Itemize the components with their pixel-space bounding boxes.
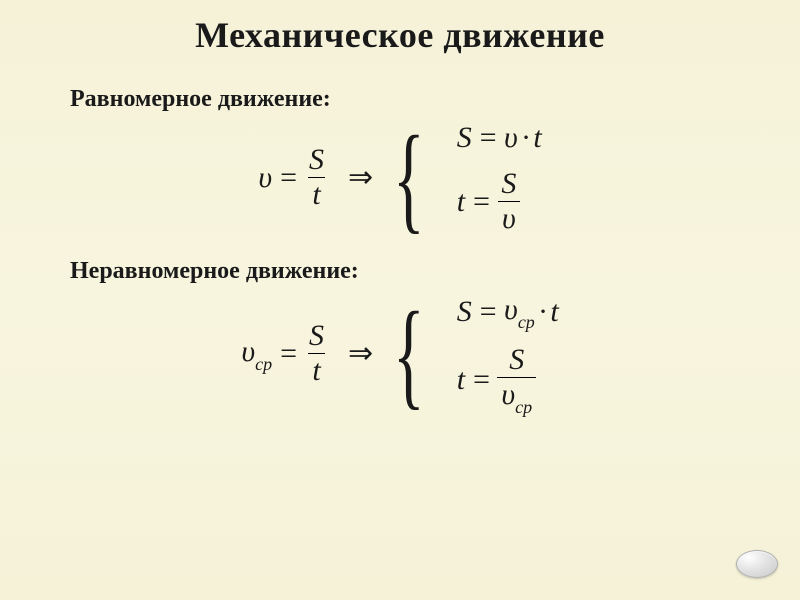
equals: = [471,363,491,397]
section1-formula: υ = S t ⇒ { S = υ · t t = S υ [0,121,800,234]
var: t [457,363,465,397]
var: t [550,295,558,329]
implies-arrow: ⇒ [348,160,373,195]
case-1: S = υср · t [457,293,559,331]
equals: = [471,185,491,219]
cases-group-2: { S = υср · t t = S υср [393,293,558,414]
var: t [457,185,465,219]
var: υ [504,293,518,326]
denominator: υ [498,201,520,234]
subscript: ср [515,397,532,417]
cases-group: { S = υ · t t = S υ [393,121,541,234]
dot: · [539,295,547,329]
var: υ [504,121,518,155]
cases-list-2: S = υср · t t = S υср [457,293,559,414]
left-brace: { [393,303,425,405]
section1-main-eq: υ = S t [258,145,328,210]
equals: = [478,121,498,155]
left-brace: { [393,127,425,229]
fraction: S υср [497,345,536,414]
page-title: Механическое движение [0,0,800,56]
case-1: S = υ · t [457,121,542,155]
section2-formula: υср = S t ⇒ { S = υср · t t = S [0,293,800,414]
var: υ [501,378,515,411]
next-slide-button[interactable] [736,550,778,578]
section2-heading: Неравномерное движение: [70,258,800,285]
numerator: S [505,345,528,377]
var: S [457,121,472,155]
implies-arrow: ⇒ [348,336,373,371]
fraction: S υ [497,169,520,234]
fraction: S t [305,145,328,210]
subscript: ср [518,312,535,332]
case-2: t = S υср [457,345,559,414]
equals: = [478,295,498,329]
numerator: S [305,321,328,353]
dot: · [522,121,530,155]
var: υ [241,335,255,368]
numerator: S [305,145,328,177]
section1-heading: Равномерное движение: [70,86,800,113]
numerator: S [497,169,520,201]
denominator: υср [497,377,536,414]
var-v-avg: υср [241,335,272,373]
equals: = [280,337,297,371]
case-2: t = S υ [457,169,542,234]
var: S [457,295,472,329]
fraction: S t [305,321,328,386]
var-v-avg: υср [504,293,535,331]
subscript: ср [255,354,272,374]
cases-list: S = υ · t t = S υ [457,121,542,234]
equals: = [280,161,297,195]
denominator: t [308,353,324,386]
var: t [533,121,541,155]
section2-main-eq: υср = S t [241,321,328,386]
denominator: t [308,177,324,210]
var-v: υ [258,161,272,195]
